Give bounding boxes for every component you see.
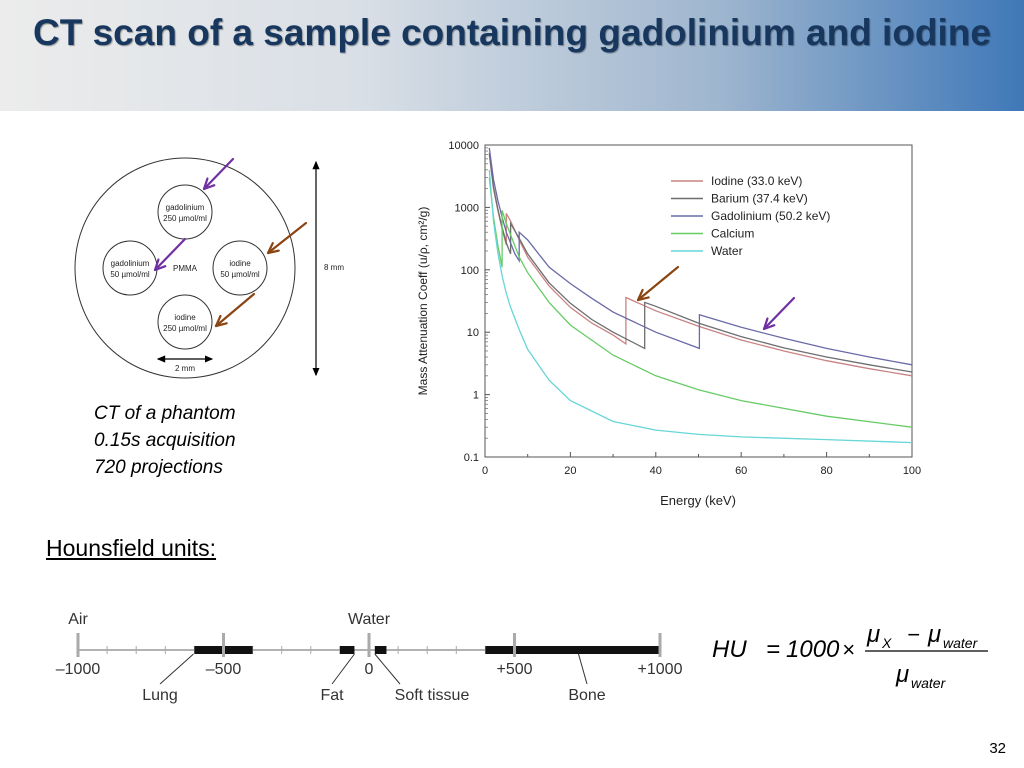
gd-250-arrow bbox=[202, 157, 235, 191]
y-tick-label: 1 bbox=[473, 390, 479, 402]
iodine-edge-arrow bbox=[636, 265, 680, 302]
chart-legend: Iodine (33.0 keV) Barium (37.4 keV) Gadoli… bbox=[671, 174, 830, 258]
hu-range-label: Lung bbox=[142, 687, 178, 704]
hu-tick-label: +1000 bbox=[638, 661, 683, 678]
hu-leader-line bbox=[374, 653, 401, 685]
plot-frame bbox=[484, 144, 913, 458]
series-line bbox=[488, 147, 913, 366]
formula-equals: = bbox=[766, 636, 780, 663]
insert-top bbox=[157, 184, 213, 240]
x-tick-label: 20 bbox=[564, 465, 576, 477]
insert-bottom bbox=[157, 294, 213, 350]
insert-right bbox=[212, 240, 268, 296]
legend-entry: Barium (37.4 keV) bbox=[711, 192, 808, 206]
insert-right-label-1: iodine bbox=[229, 259, 251, 268]
caption-line-3: 720 projections bbox=[94, 457, 223, 478]
formula-minus: − bbox=[907, 622, 920, 647]
hu-leader-line bbox=[578, 653, 588, 685]
series-line bbox=[488, 154, 913, 377]
i-250-arrow bbox=[214, 292, 256, 328]
chart-axes: 0 20 40 60 80 100 0.1 1 10 100 1000 10000 bbox=[448, 140, 921, 477]
legend-entry: Calcium bbox=[711, 227, 754, 241]
formula-sub-x: X bbox=[881, 635, 892, 651]
gd-50-arrow bbox=[153, 237, 187, 272]
hu-tick-label: +500 bbox=[496, 661, 532, 678]
hu-range-label: Bone bbox=[568, 687, 605, 704]
hu-range-bar bbox=[374, 646, 387, 654]
insert-top-label-2: 250 µmol/ml bbox=[163, 214, 207, 223]
hounsfield-heading: Hounsfield units: bbox=[46, 535, 217, 561]
hu-range-bar bbox=[339, 646, 355, 654]
x-tick-label: 40 bbox=[650, 465, 662, 477]
insert-bottom-label-1: iodine bbox=[174, 313, 196, 322]
x-tick-label: 60 bbox=[735, 465, 747, 477]
gadolinium-edge-arrow bbox=[762, 296, 796, 331]
legend-entry: Gadolinium (50.2 keV) bbox=[711, 209, 830, 223]
y-tick-label: 10 bbox=[467, 327, 479, 339]
y-tick-label: 100 bbox=[461, 265, 479, 277]
pmma-label: PMMA bbox=[173, 264, 198, 273]
hu-leader-line bbox=[331, 653, 355, 685]
formula-times: × bbox=[842, 637, 855, 662]
hounsfield-scale: –1000 –500 0 +500 +1000 Air Water Lung Fat Soft t… bbox=[56, 611, 683, 704]
formula-factor: 1000 bbox=[786, 636, 840, 663]
insert-left-label-1: gadolinium bbox=[111, 259, 150, 268]
hu-top-label: Air bbox=[68, 611, 88, 628]
formula-lhs: HU bbox=[712, 636, 747, 663]
series-lines bbox=[488, 147, 913, 444]
attenuation-chart: 0 20 40 60 80 100 0.1 1 10 100 1000 10000 Iodine (3… bbox=[416, 140, 921, 508]
insert-size-label: 2 mm bbox=[175, 364, 195, 373]
insert-top-label-1: gadolinium bbox=[166, 203, 205, 212]
hu-tick-label: 0 bbox=[365, 661, 374, 678]
formula-mu-water-bottom: μ bbox=[895, 661, 909, 688]
phantom-outline bbox=[74, 157, 296, 379]
formula-mu-water-top: μ bbox=[927, 621, 941, 648]
hu-leader-line bbox=[159, 653, 194, 685]
hu-tick-label: –1000 bbox=[56, 661, 101, 678]
formula-mu-x: μ bbox=[866, 621, 880, 648]
hu-range-bar bbox=[485, 646, 660, 654]
phantom-caption: CT of a phantom 0.15s acquisition 720 pr… bbox=[94, 400, 236, 481]
formula-sub-water-bottom: water bbox=[911, 675, 947, 691]
legend-entry: Iodine (33.0 keV) bbox=[711, 174, 802, 188]
x-axis-label: Energy (keV) bbox=[660, 493, 736, 508]
x-tick-label: 0 bbox=[482, 465, 488, 477]
chart-arrows bbox=[636, 265, 796, 331]
hu-formula: HU = 1000 × μ X − μ water μ water bbox=[712, 612, 1002, 697]
slide-number: 32 bbox=[989, 740, 1006, 757]
caption-line-2: 0.15s acquisition bbox=[94, 430, 236, 451]
y-tick-label: 1000 bbox=[455, 202, 479, 214]
x-tick-label: 100 bbox=[903, 465, 921, 477]
x-tick-label: 80 bbox=[820, 465, 832, 477]
i-50-arrow bbox=[266, 221, 308, 255]
caption-line-1: CT of a phantom bbox=[94, 403, 236, 424]
phantom-diagram: gadolinium 250 µmol/ml gadolinium 50 µmo… bbox=[74, 157, 344, 379]
insert-left-label-2: 50 µmol/ml bbox=[110, 270, 150, 279]
hu-tick-label: –500 bbox=[206, 661, 242, 678]
formula-sub-water-top: water bbox=[943, 635, 979, 651]
legend-entry: Water bbox=[711, 244, 743, 258]
hu-top-label: Water bbox=[348, 611, 391, 628]
series-line bbox=[488, 169, 913, 444]
slide-title: CT scan of a sample containing gadoliniu… bbox=[33, 12, 991, 53]
phantom-arrows bbox=[153, 157, 308, 328]
hu-range-label: Fat bbox=[320, 687, 344, 704]
insert-left bbox=[102, 240, 158, 296]
diameter-label: 8 mm bbox=[324, 263, 344, 272]
hu-range-label: Soft tissue bbox=[395, 687, 470, 704]
hu-labels: –1000 –500 0 +500 +1000 Air Water Lung Fat Soft t… bbox=[56, 611, 683, 704]
title-banner bbox=[0, 0, 1024, 111]
insert-bottom-label-2: 250 µmol/ml bbox=[163, 324, 207, 333]
hu-major-ticks bbox=[76, 633, 662, 657]
y-tick-label: 10000 bbox=[448, 140, 479, 152]
series-line bbox=[488, 177, 913, 428]
insert-right-label-2: 50 µmol/ml bbox=[220, 270, 260, 279]
series-line bbox=[488, 152, 913, 373]
y-axis-label: Mass Attenuation Coeff (u/ρ, cm²/g) bbox=[416, 207, 430, 396]
y-tick-label: 0.1 bbox=[464, 452, 479, 464]
